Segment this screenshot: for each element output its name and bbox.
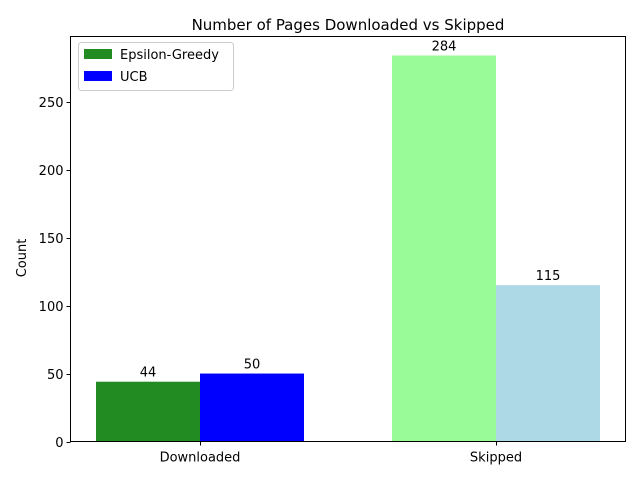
- y-tick-label: 100: [39, 300, 64, 315]
- bar-downloaded-ucb: [200, 373, 304, 442]
- bars-group: [96, 55, 600, 442]
- data-label: 50: [244, 358, 261, 373]
- x-tick-label: Downloaded: [160, 451, 241, 466]
- data-label: 115: [536, 269, 561, 284]
- y-tick-label: 0: [55, 436, 63, 451]
- legend-swatch: [84, 71, 112, 81]
- data-labels-group: 44 50 284 115: [140, 40, 561, 381]
- legend-label: UCB: [120, 70, 148, 85]
- plot-frame: [70, 36, 626, 442]
- bar-skipped-ucb: [496, 285, 600, 442]
- y-tick-label: 250: [39, 96, 64, 111]
- y-tick-label: 200: [39, 164, 64, 179]
- bar-skipped-epsilon-greedy: [392, 55, 496, 442]
- data-label: 44: [140, 366, 157, 381]
- y-tick-label: 50: [47, 368, 64, 383]
- legend-label: Epsilon-Greedy: [120, 48, 219, 63]
- legend: Epsilon-Greedy UCB: [78, 42, 234, 91]
- legend-frame: [78, 42, 234, 91]
- legend-swatch: [84, 49, 112, 59]
- y-axis: 0 50 100 150 200 250: [39, 96, 71, 451]
- y-tick-label: 150: [39, 232, 64, 247]
- chart-title: Number of Pages Downloaded vs Skipped: [192, 16, 505, 34]
- data-label: 284: [432, 40, 457, 55]
- y-axis-label: Count: [15, 239, 30, 278]
- bar-downloaded-epsilon-greedy: [96, 381, 200, 442]
- x-tick-label: Skipped: [470, 451, 522, 466]
- x-axis: Downloaded Skipped: [160, 441, 522, 466]
